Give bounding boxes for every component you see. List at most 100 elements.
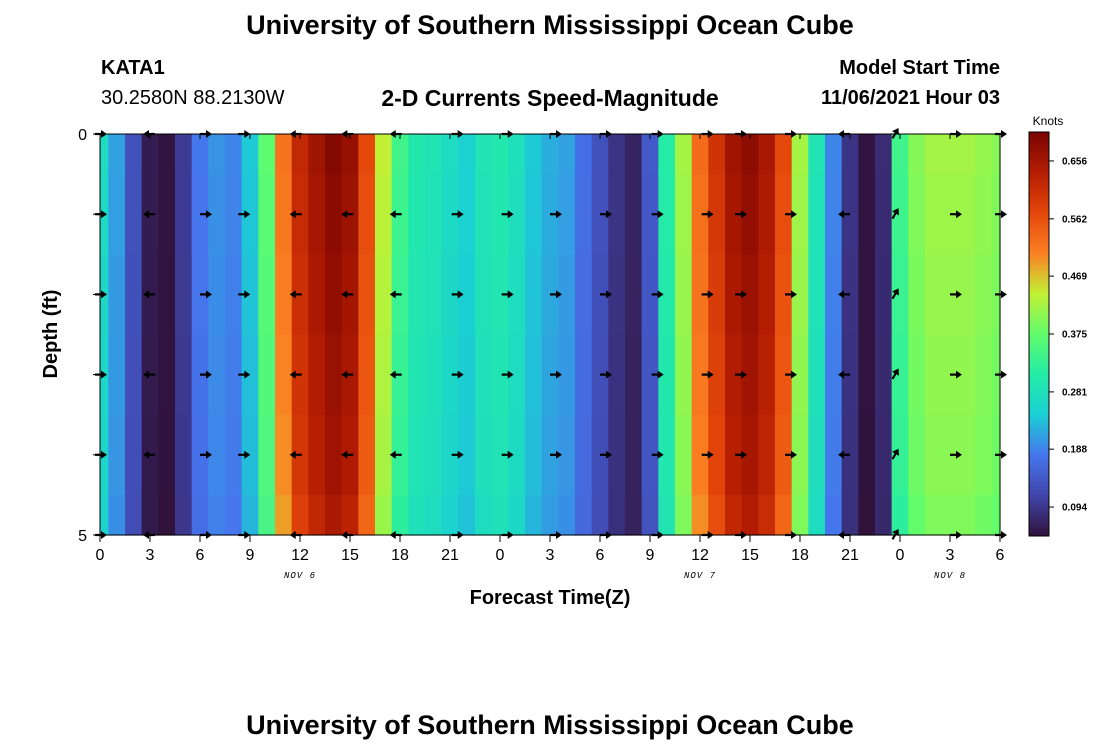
heatmap-cell [858,494,876,536]
current-vector-arrow [389,210,402,219]
heatmap-cell [458,334,476,416]
current-vector-arrow [950,290,962,299]
heatmap-cell [708,334,726,416]
heatmap-cell [841,134,859,175]
heatmap-cell [791,254,809,336]
heatmap-cell [275,334,293,416]
heatmap-cell [891,414,909,496]
x-tick-label: 6 [996,547,1005,564]
heatmap-cell [708,414,726,496]
heatmap-cell [508,254,526,336]
current-vector-arrow [341,450,354,459]
heatmap-cell [441,494,459,536]
heatmap-cell [258,134,276,175]
heatmap-cell [675,494,693,536]
current-vector-arrow [451,290,464,299]
colorbar-tick-label: 0.656 [1062,156,1087,167]
heatmap-cell [508,174,526,255]
heatmap-cell [675,134,693,175]
current-vector-arrow [651,370,664,379]
heatmap-cell [808,414,826,496]
heatmap-cell [475,134,493,175]
x-tick-label: 18 [391,547,409,564]
heatmap-cell [475,414,493,496]
heatmap-cell [658,494,676,536]
heatmap-cell [458,134,476,175]
x-tick-label: 0 [896,547,905,564]
current-vector-arrow [950,210,962,219]
current-vector-arrow [891,208,899,220]
heatmap-cell [441,414,459,496]
heatmap-cell [308,334,326,416]
heatmap-cell [408,134,426,175]
heatmap-cell [341,134,359,175]
heatmap-cell [658,174,676,255]
heatmap-cell [275,494,293,536]
heatmap-cell [125,494,143,536]
current-vector-arrow [950,370,962,379]
heatmap-cell [358,174,376,255]
heatmap-cell [291,494,309,536]
heatmap-cell [875,254,893,336]
heatmap-cell [241,414,259,496]
heatmap-cell [708,494,726,536]
heatmap-cell [841,174,859,255]
heatmap-cell [175,134,193,175]
current-vector-arrow [341,370,354,379]
heatmap-cell [725,254,743,336]
heatmap-cell [408,414,426,496]
current-vector-arrow [143,290,155,299]
heatmap-cell [341,494,359,536]
heatmap-cell [558,334,576,416]
model-start-value: 11/06/2021 Hour 03 [820,87,1000,109]
x-tick-label: 3 [546,547,555,564]
heatmap-cell [425,414,443,496]
heatmap-cell [358,334,376,416]
heatmap-cell [175,494,193,536]
heatmap-cell [491,254,509,336]
heatmap-cell [875,414,893,496]
station-coordinates: 30.2580N 88.2130W [101,87,285,109]
heatmap-cell [975,494,993,536]
heatmap-cell [475,494,493,536]
x-tick-label: 15 [341,547,359,564]
heatmap-cell [625,494,643,536]
heatmap-cells [100,134,1001,536]
colorbar-tick-label: 0.188 [1062,445,1087,456]
heatmap-cell [558,174,576,255]
heatmap-cell [425,174,443,255]
current-vector-arrow [143,450,155,459]
heatmap-cell [708,254,726,336]
heatmap-cell [825,334,843,416]
heatmap-cell [558,494,576,536]
current-vector-arrow [238,370,251,379]
heatmap-cell [358,254,376,336]
heatmap-cell [825,134,843,175]
x-tick-label: 9 [246,547,255,564]
heatmap-cell [208,174,226,255]
x-tick-label: 6 [196,547,205,564]
heatmap-cell [641,174,659,255]
heatmap-cell [608,134,626,175]
current-vector-arrow [389,290,402,299]
current-vector-arrow [785,290,797,299]
heatmap-cell [225,494,243,536]
heatmap-cell [825,174,843,255]
heatmap-cell [791,494,809,536]
heatmap-cell [175,414,193,496]
heatmap-cell [325,414,343,496]
heatmap-cell [958,134,976,175]
heatmap-cell [625,414,643,496]
heatmap-cell [675,334,693,416]
current-vector-arrow [785,370,797,379]
heatmap-cell [108,254,126,336]
heatmap-cell [558,254,576,336]
heatmap-cell [925,334,943,416]
heatmap-cell [525,134,543,175]
x-tick-label: 0 [96,547,105,564]
heatmap-cell [225,334,243,416]
colorbar [1028,131,1050,537]
current-vector-arrow [289,450,302,459]
current-vector-arrow [143,370,155,379]
